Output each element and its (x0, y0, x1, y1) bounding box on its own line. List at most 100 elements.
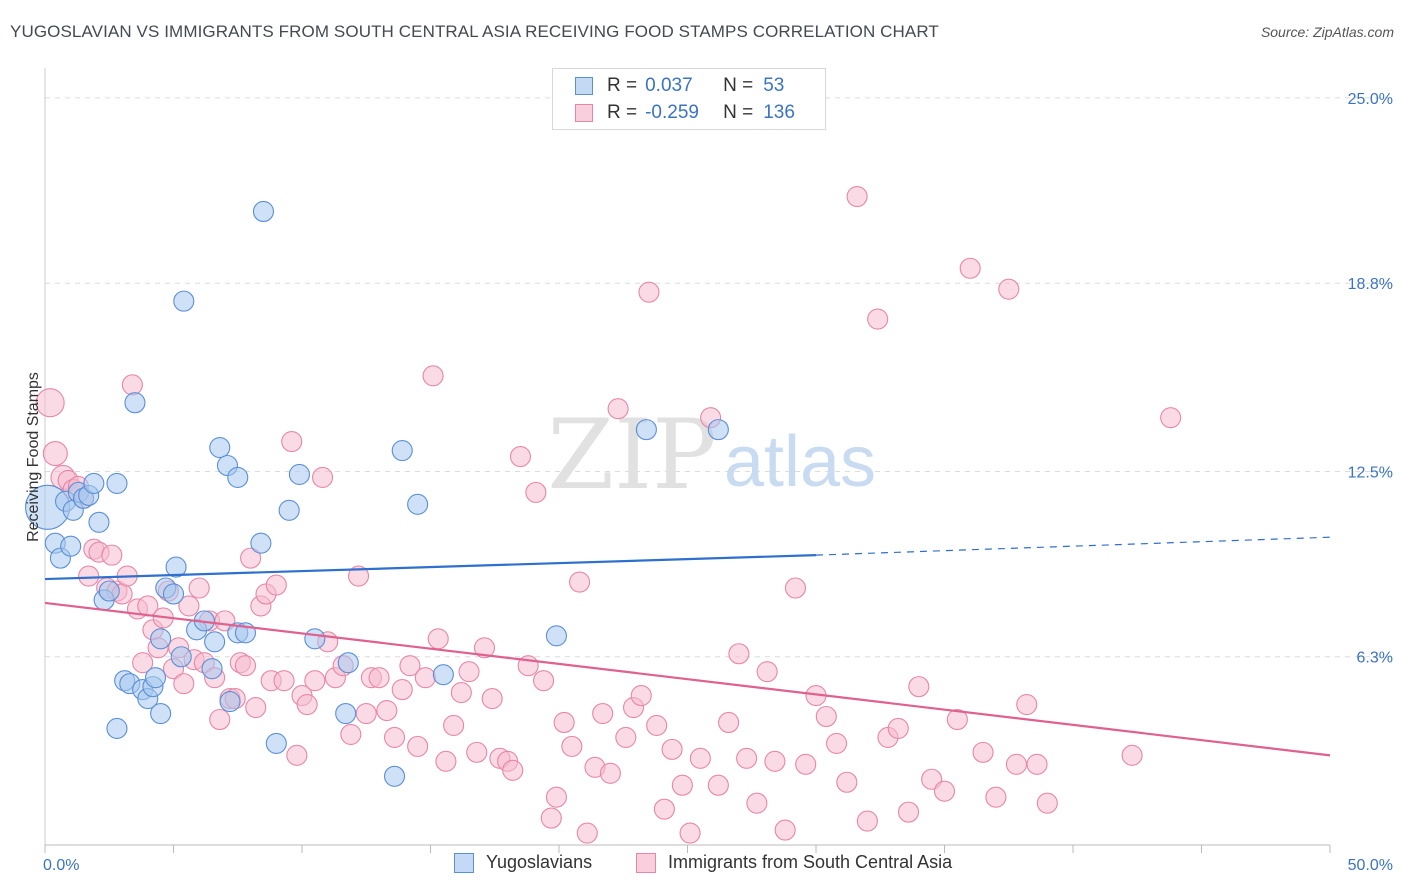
yugoslavian-point (60, 535, 82, 557)
immigrant-point (615, 726, 637, 748)
series-legend-label: Immigrants from South Central Asia (668, 852, 953, 872)
immigrant-point (473, 637, 496, 659)
immigrant-point (1160, 407, 1182, 429)
immigrant-point (458, 661, 480, 683)
immigrant-trend-line (44, 601, 1331, 757)
legend-n-label: N = (723, 102, 754, 123)
immigrant-point (132, 652, 154, 674)
immigrant-point (867, 308, 889, 330)
immigrant-point (296, 694, 318, 716)
immigrant-point (985, 786, 1007, 808)
immigrant-point (540, 807, 562, 829)
immigrant-point (78, 565, 100, 587)
yugoslavian-point (209, 437, 231, 459)
immigrant-point (784, 577, 806, 599)
series-legend: Yugoslavians Immigrants from South Centr… (0, 852, 1406, 876)
immigrant-point (638, 281, 660, 303)
immigrant-point (846, 185, 868, 208)
immigrant-point (661, 738, 683, 760)
immigrant-point (836, 771, 858, 793)
immigrant-point (756, 661, 778, 683)
immigrant-point (399, 655, 421, 677)
immigrant-point (826, 732, 848, 754)
immigrant-point (435, 750, 457, 772)
immigrant-point (427, 628, 449, 650)
yugoslavian-point (265, 732, 287, 754)
immigrant-point (240, 547, 262, 569)
series-legend-swatch-blue (454, 852, 474, 873)
immigrant-point (1036, 792, 1058, 814)
immigrant-point (774, 819, 796, 841)
immigrant-point (422, 365, 444, 387)
yugoslavian-point (165, 556, 187, 578)
immigrant-point (245, 696, 267, 719)
yugoslavian-point (545, 625, 567, 647)
legend-r-value: 0.037 (645, 75, 693, 96)
x-tick-label: 0.0% (43, 857, 79, 874)
immigrant-point (972, 741, 994, 763)
immigrant-point (376, 699, 398, 722)
immigrant-point (188, 577, 210, 599)
immigrant-point (795, 753, 817, 775)
legend-n-label: N = (723, 75, 754, 96)
y-tick-label: 18.8% (1348, 276, 1393, 293)
yugoslavian-point (635, 419, 657, 441)
immigrant-point (746, 792, 768, 814)
immigrant-point (815, 705, 837, 728)
yugoslavian-point (407, 493, 429, 515)
immigrant-point (312, 466, 334, 488)
immigrant-point (304, 670, 326, 692)
yugoslavian-point (144, 667, 167, 689)
yugoslavian-point (391, 439, 413, 462)
y-tick-label: 6.3% (1357, 650, 1393, 667)
immigrant-point (599, 762, 621, 784)
immigrant-point (525, 481, 547, 503)
immigrant-point (1026, 753, 1048, 775)
grid-lines (45, 97, 1395, 658)
immigrant-point (856, 810, 878, 832)
immigrant-point (653, 798, 675, 820)
immigrant-point (569, 571, 591, 593)
legend-swatch-pink (575, 104, 593, 122)
yugoslavian-trend-line (44, 554, 817, 581)
yugoslavian-point (383, 765, 406, 787)
immigrant-point (35, 388, 65, 418)
legend-row-yugoslavians: R = 0.037 N = 53 (575, 74, 784, 98)
immigrant-point (630, 685, 652, 707)
legend-r-value: -0.259 (645, 102, 699, 123)
immigrant-point (908, 676, 930, 698)
chart-source: Source: ZipAtlas.com (1260, 24, 1394, 40)
yugoslavian-point (219, 691, 241, 713)
immigrant-point (391, 679, 413, 701)
watermark-atlas: atlas (724, 422, 876, 502)
immigrant-point (736, 747, 758, 769)
yugoslavian-point (288, 463, 310, 486)
correlation-legend: R = 0.037 N = 53 R = -0.259 N = 136 (552, 68, 826, 130)
immigrant-point (1121, 744, 1143, 766)
immigrant-point (646, 714, 668, 737)
watermark: ZIP atlas (547, 399, 876, 511)
immigrant-point (383, 726, 406, 748)
yugoslavian-point (150, 628, 172, 650)
yugoslavian-point (227, 466, 249, 488)
immigrant-point (340, 723, 362, 745)
legend-swatch-blue (575, 77, 593, 95)
immigrant-point (689, 747, 711, 769)
immigrant-point (553, 711, 575, 734)
immigrant-point (1016, 694, 1038, 716)
immigrant-point (355, 702, 377, 725)
immigrant-point (466, 741, 488, 763)
immigrant-point (607, 398, 629, 420)
immigrant-point (42, 440, 68, 467)
immigrant-point (502, 759, 524, 781)
immigrant-point (450, 682, 472, 704)
immigrant-point (933, 780, 956, 802)
yugoslavian-point (170, 646, 192, 668)
immigrant-point (1005, 753, 1028, 775)
immigrant-point (576, 822, 598, 844)
yugoslavian-point (83, 472, 105, 494)
y-axis-label: Receiving Food Stamps (25, 372, 42, 542)
yugoslavian-point (337, 652, 359, 674)
immigrant-point (286, 744, 308, 766)
immigrant-point (959, 257, 981, 279)
